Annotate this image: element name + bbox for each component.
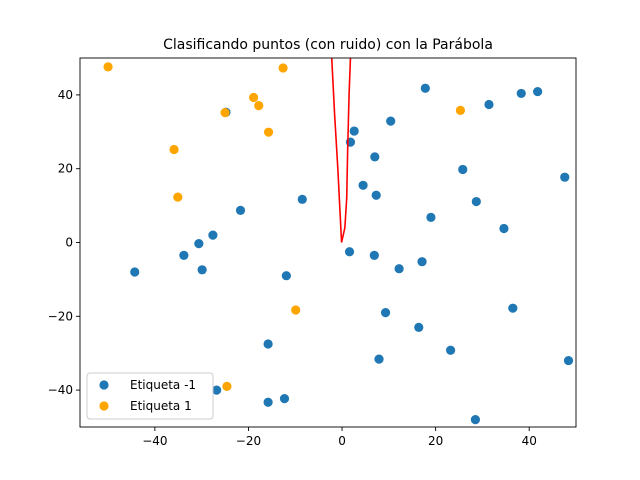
series-1-point-1 [169, 144, 179, 155]
legend-marker-0 [99, 380, 109, 390]
series-0-point-30 [470, 415, 480, 425]
legend: Etiqueta -1 Etiqueta 1 [86, 372, 214, 420]
legend-label-1: Etiqueta 1 [130, 399, 192, 413]
series-1-point-9 [291, 305, 301, 315]
series-0-point-29 [458, 164, 468, 175]
series-0-point-15 [349, 126, 359, 136]
series-1-point-4 [222, 381, 232, 392]
series-0-point-24 [414, 322, 424, 332]
series-1-point-3 [220, 108, 230, 118]
y-tick-label-4: 40 [58, 88, 73, 102]
series-0-point-33 [499, 223, 509, 234]
series-0-point-20 [374, 354, 384, 364]
series-0-point-7 [235, 205, 246, 215]
series-0-point-21 [380, 308, 391, 318]
series-0-point-31 [471, 196, 481, 207]
series-0-point-32 [484, 99, 494, 110]
series-0-point-25 [417, 257, 427, 267]
legend-marker-1 [99, 401, 109, 411]
series-0-point-13 [344, 247, 355, 257]
parabola-curve [330, 58, 352, 243]
series-0-point-28 [446, 345, 456, 355]
series-0-point-1 [179, 250, 189, 261]
y-tick-label-1: −20 [48, 309, 73, 323]
series-1-point-10 [455, 105, 466, 115]
y-tick-label-2: 0 [65, 236, 73, 250]
series-0-point-5 [212, 385, 222, 395]
series-0-point-36 [533, 86, 543, 97]
series-0-point-18 [369, 250, 379, 261]
series-0-point-38 [563, 355, 574, 366]
series-0-point-9 [263, 397, 273, 407]
series-0-point-16 [358, 180, 368, 190]
series-0-point-22 [386, 116, 396, 126]
x-tick-label-1: −20 [236, 434, 261, 448]
legend-label-0: Etiqueta -1 [130, 378, 196, 392]
series-0-point-12 [297, 194, 307, 204]
series-0-point-0 [130, 267, 140, 277]
series-0-point-2 [194, 239, 204, 249]
series-0-point-23 [394, 264, 404, 274]
plot-area: −40 −20 0 20 40 −40 −20 0 20 40 [48, 57, 577, 448]
x-tick-label-0: −40 [142, 434, 167, 448]
series-0-point-11 [281, 271, 291, 281]
x-tick-label-4: 40 [522, 434, 537, 448]
x-tick-label-3: 20 [428, 434, 443, 448]
series-1-point-2 [173, 192, 183, 202]
y-tick-label-3: 20 [58, 162, 73, 176]
series-0-point-10 [279, 393, 290, 404]
chart-title: Clasificando puntos (con ruido) con la P… [163, 37, 493, 53]
legend-box [86, 372, 214, 420]
series-0-point-19 [371, 190, 381, 200]
series-0-point-17 [370, 152, 380, 162]
series-1-point-6 [254, 101, 264, 111]
series-0-point-4 [208, 230, 218, 240]
series-0-point-27 [426, 212, 436, 223]
series-0-point-3 [197, 265, 207, 275]
series-1-point-0 [103, 62, 113, 72]
series-0-point-34 [508, 303, 518, 313]
series-1-point-5 [249, 92, 259, 103]
series-1-point-8 [278, 63, 288, 73]
series-0-point-35 [516, 88, 526, 99]
series-1-point-7 [263, 127, 274, 137]
x-tick-label-2: 0 [338, 434, 346, 448]
series-0-point-26 [420, 83, 430, 93]
series-0-point-8 [263, 339, 273, 349]
y-tick-label-0: −40 [48, 383, 73, 397]
series-0-point-37 [560, 172, 570, 182]
